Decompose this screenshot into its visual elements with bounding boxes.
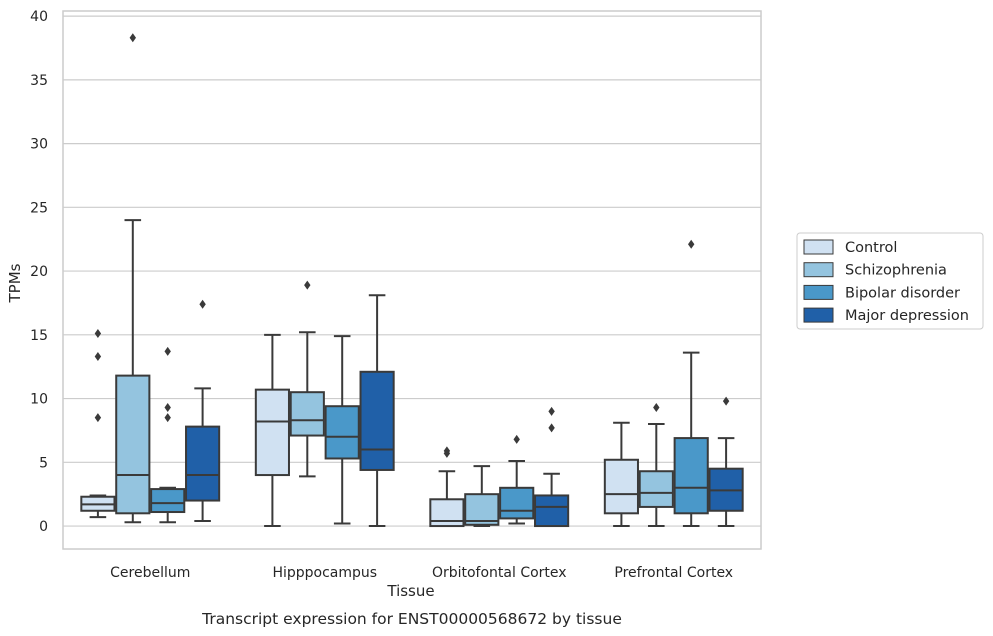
iqr-box [115, 374, 151, 515]
outlier-point [199, 299, 206, 309]
iqr-box [359, 370, 395, 471]
box-schizophrenia [289, 280, 325, 478]
gridlines [63, 15, 761, 527]
outlier-point [164, 413, 171, 423]
box-major-depression [185, 299, 221, 522]
outlier-point [548, 406, 555, 416]
y-tick-label: 35 [30, 73, 48, 89]
legend-swatch [803, 307, 834, 323]
box-major-depression [708, 396, 744, 528]
box-bipolar-disorder [324, 335, 360, 525]
outlier-point [94, 413, 102, 423]
box-groups [80, 33, 744, 528]
legend-swatch [803, 239, 834, 255]
y-tick-label: 25 [30, 200, 48, 216]
outlier-point [548, 423, 555, 433]
plot-frame [62, 10, 762, 550]
outlier-point [129, 33, 136, 43]
y-axis-label: TPMs [6, 263, 24, 303]
legend-swatch [803, 262, 834, 278]
y-tick-label: 40 [30, 9, 48, 25]
x-tick-labels: Cerebellum Hipppocampus Orbitofontal Corte… [110, 565, 733, 581]
iqr-box [464, 493, 500, 526]
iqr-box [603, 458, 639, 515]
x-tick-label: Prefrontal Cortex [614, 565, 733, 581]
y-tick-label: 0 [39, 519, 48, 535]
chart-caption: Transcript expression for ENST0000056867… [201, 610, 622, 628]
y-tick-label: 10 [30, 392, 48, 408]
y-tick-label: 5 [39, 455, 48, 471]
box-schizophrenia [464, 465, 500, 528]
iqr-box [289, 391, 325, 437]
box-major-depression [359, 294, 395, 528]
iqr-box [324, 405, 360, 460]
legend-label: Control [845, 240, 897, 256]
iqr-box [638, 470, 674, 508]
outlier-point [443, 446, 451, 456]
outlier-point [513, 434, 520, 444]
iqr-box [185, 425, 221, 502]
outlier-point [94, 329, 102, 339]
box-schizophrenia [638, 402, 674, 528]
legend-label: Schizophrenia [845, 263, 947, 279]
box-control [429, 446, 465, 528]
box-bipolar-disorder [150, 346, 186, 524]
legend-frame [796, 232, 984, 330]
legend-swatch [803, 284, 834, 300]
outlier-point [304, 280, 311, 290]
x-tick-label: Cerebellum [110, 565, 190, 581]
box-major-depression [534, 406, 570, 528]
outlier-point [164, 346, 171, 356]
iqr-box [534, 494, 570, 528]
outlier-point [164, 402, 171, 412]
iqr-box [254, 388, 290, 477]
box-control [603, 421, 639, 528]
y-tick-label: 30 [30, 137, 48, 153]
box-control [80, 329, 116, 519]
outlier-point [94, 351, 102, 361]
iqr-box [150, 488, 186, 514]
legend-label: Major depression [845, 308, 969, 324]
y-tick-labels: 0 5 10 15 20 25 30 35 40 [30, 9, 48, 535]
iqr-box [429, 498, 465, 528]
iqr-box [499, 486, 535, 520]
y-tick-label: 15 [30, 328, 48, 344]
box-bipolar-disorder [673, 239, 709, 528]
y-tick-label: 20 [30, 264, 48, 280]
outlier-point [688, 239, 695, 249]
outlier-point [722, 396, 730, 406]
x-axis-label: Tissue [386, 582, 434, 600]
iqr-box [673, 437, 709, 515]
outlier-point [653, 402, 660, 412]
x-tick-label: Orbitofontal Cortex [432, 565, 567, 581]
legend-label: Bipolar disorder [845, 285, 960, 301]
legend: Control Schizophrenia Bipolar disorder Majo… [796, 232, 984, 330]
box-bipolar-disorder [499, 434, 535, 525]
box-schizophrenia [115, 33, 151, 524]
x-tick-label: Hipppocampus [272, 565, 377, 581]
box-control [254, 333, 290, 528]
